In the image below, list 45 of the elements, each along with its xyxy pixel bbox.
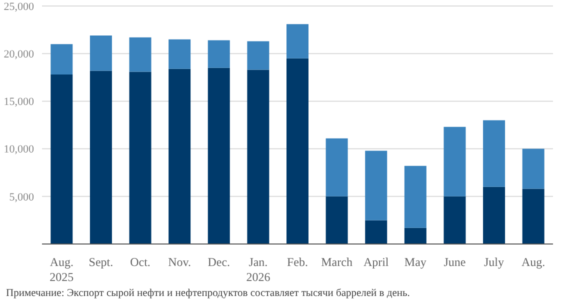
bar xyxy=(326,138,348,196)
y-tick-label: 10,000 xyxy=(4,144,34,156)
x-tick-label: Nov. xyxy=(168,255,192,269)
x-tick-label: Sept. xyxy=(88,255,114,269)
y-tick-label: 15,000 xyxy=(4,96,34,108)
bar xyxy=(208,40,230,68)
text: Примечание: Экспорт сырой нефти и нефтепродуктов составляет тысячи баррелей в день. xyxy=(6,288,410,299)
bar xyxy=(365,150,388,220)
bar xyxy=(90,70,112,244)
x-tick-label: July xyxy=(484,255,504,269)
bar xyxy=(129,72,152,244)
bar xyxy=(483,120,506,187)
x-tick-label: Dec. xyxy=(208,255,230,269)
bar xyxy=(286,24,308,58)
x-tick-label: Aug. xyxy=(522,255,546,269)
bar xyxy=(326,196,348,244)
bar xyxy=(90,36,112,71)
bar xyxy=(444,196,466,244)
x-tick-label: April xyxy=(363,255,390,269)
bar xyxy=(50,74,73,244)
bar xyxy=(522,148,544,189)
bar xyxy=(286,58,308,244)
x-tick-label: Aug. 2025 xyxy=(50,255,74,284)
bar xyxy=(404,228,426,244)
bar xyxy=(404,166,426,228)
bar xyxy=(247,70,270,244)
bar xyxy=(168,39,191,69)
bar xyxy=(247,41,270,70)
x-tick-label: Feb. xyxy=(287,255,308,269)
x-tick-label: Jan. 2026 xyxy=(246,255,270,284)
bar xyxy=(444,126,466,196)
x-tick-label: June xyxy=(444,255,466,269)
bar xyxy=(483,186,506,244)
bar xyxy=(50,44,73,75)
y-tick-label: 20,000 xyxy=(4,48,34,61)
bar xyxy=(365,220,388,244)
bar xyxy=(522,188,544,244)
x-tick-label: Oct. xyxy=(130,255,150,269)
y-tick-label: 5,000 xyxy=(9,191,34,204)
x-tick-label: March xyxy=(321,255,352,269)
y-tick-label: 25,000 xyxy=(4,0,34,13)
bar xyxy=(208,68,230,244)
bar xyxy=(129,37,152,72)
x-tick-label: May xyxy=(404,255,426,269)
bar xyxy=(168,68,191,244)
